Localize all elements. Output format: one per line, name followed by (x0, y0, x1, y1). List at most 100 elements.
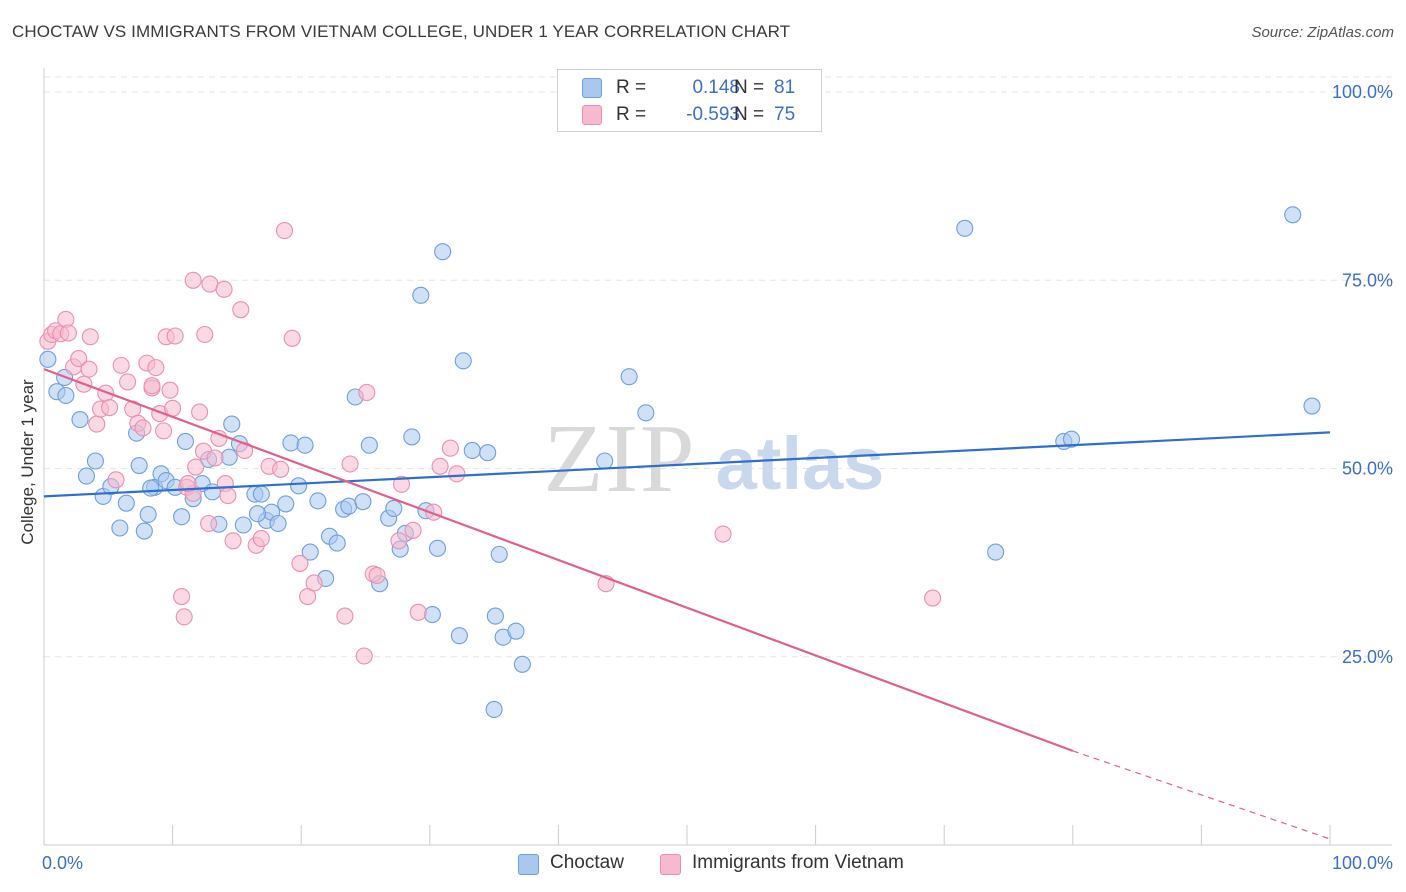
y-tick-label: 50.0% (1342, 459, 1393, 479)
vietnam-point (431, 457, 449, 475)
vietnam-point (134, 419, 152, 437)
vietnam-point (173, 587, 191, 606)
choctaw-point (57, 386, 75, 405)
choctaw-point (282, 434, 300, 452)
series-label-vietnam: Immigrants from Vietnam (692, 852, 904, 873)
choctaw-point (234, 516, 252, 534)
vietnam-point (179, 475, 197, 493)
choctaw-point (328, 534, 346, 552)
choctaw-point (486, 607, 504, 625)
legend-n-value: 75 (774, 104, 796, 125)
vietnam-point (191, 403, 209, 421)
vietnam-point (101, 398, 119, 417)
choctaw-point (142, 479, 160, 497)
vietnam-trend-line (43, 368, 1074, 752)
choctaw-point (360, 436, 378, 454)
vietnam-point (166, 327, 184, 345)
vietnam-point (80, 360, 98, 378)
series-legend: Choctaw Immigrants from Vietnam (0, 852, 1406, 876)
vietnam-point (107, 471, 125, 489)
x-tick-label-min: 0.0% (42, 853, 83, 873)
vietnam-point (59, 324, 77, 342)
correlation-legend: R = 0.148 N = 81 R = -0.593 N = 75 (557, 69, 822, 132)
choctaw-point (71, 411, 89, 429)
vietnam-point (88, 415, 106, 433)
choctaw-point (956, 219, 974, 237)
vietnam-point (184, 271, 202, 289)
choctaw-point (86, 452, 104, 470)
vietnam-point (441, 439, 459, 457)
choctaw-point (1303, 397, 1321, 415)
choctaw-point (490, 545, 508, 563)
choctaw-point (620, 368, 638, 386)
y-tick-label: 75.0% (1342, 270, 1393, 290)
vietnam-point (341, 455, 359, 473)
choctaw-point (309, 492, 327, 510)
vietnam-point (112, 356, 130, 374)
axes: 25.0% 50.0% 75.0% 100.0% (43, 68, 1393, 846)
choctaw-point (637, 404, 655, 422)
choctaw-point (252, 485, 270, 503)
legend-n-label: N = (734, 77, 765, 98)
choctaw-point (130, 456, 148, 475)
vietnam-point (143, 377, 161, 395)
vietnam-point (196, 325, 214, 344)
vietnam-point (336, 607, 354, 625)
data-points (39, 206, 1321, 719)
vietnam-point (305, 574, 323, 592)
chart-title: CHOCTAW VS IMMIGRANTS FROM VIETNAM COLLE… (12, 22, 791, 41)
gridlines (44, 76, 1392, 658)
vietnam-point (70, 350, 88, 368)
choctaw-point (1284, 206, 1302, 224)
choctaw-point (176, 432, 195, 450)
choctaw-point (111, 519, 129, 537)
choctaw-point (223, 415, 241, 433)
choctaw-point (385, 499, 403, 517)
watermark-atlas: atlas (716, 422, 885, 505)
choctaw-point (173, 508, 191, 526)
legend-swatch-vietnam (582, 105, 602, 125)
choctaw-point (596, 452, 614, 470)
choctaw-point (248, 505, 267, 523)
series-swatch-vietnam (660, 854, 681, 875)
choctaw-point (412, 286, 430, 304)
vietnam-point (390, 532, 408, 550)
choctaw-point (354, 493, 372, 511)
vietnam-point (147, 359, 165, 377)
vietnam-point (81, 328, 99, 346)
source-label: Source: ZipAtlas.com (1251, 24, 1394, 41)
choctaw-point (403, 428, 421, 446)
choctaw-point (277, 495, 295, 513)
vietnam-point (215, 280, 233, 298)
vietnam-point (358, 383, 376, 402)
vietnam-point (206, 449, 224, 467)
x-tick-label-max: 100.0% (1332, 853, 1393, 873)
choctaw-point (463, 441, 481, 460)
vietnam-trend-extension (1072, 750, 1331, 840)
vietnam-point (224, 532, 242, 550)
legend-n-value: 81 (774, 77, 796, 98)
watermark-zip: ZIP (544, 405, 697, 513)
vietnam-point (272, 460, 290, 478)
choctaw-point (220, 448, 238, 466)
choctaw-point (39, 350, 57, 368)
y-tick-label: 25.0% (1342, 647, 1393, 667)
vietnam-point (448, 465, 466, 483)
choctaw-point (450, 627, 468, 645)
vietnam-point (409, 603, 427, 621)
vietnam-point (392, 475, 411, 493)
choctaw-point (135, 522, 153, 540)
vietnam-point (283, 329, 301, 347)
series-swatch-choctaw (518, 854, 539, 875)
vietnam-point (275, 222, 294, 240)
choctaw-point (117, 494, 135, 512)
vietnam-point (201, 275, 219, 293)
legend-n-label: N = (734, 104, 765, 125)
legend-swatch-choctaw (582, 78, 602, 98)
vietnam-point (368, 566, 386, 584)
vietnam-point (404, 521, 422, 539)
choctaw-point (987, 543, 1005, 561)
choctaw-trend-line (43, 431, 1331, 498)
vietnam-point (161, 381, 179, 399)
choctaw-point (507, 622, 525, 640)
